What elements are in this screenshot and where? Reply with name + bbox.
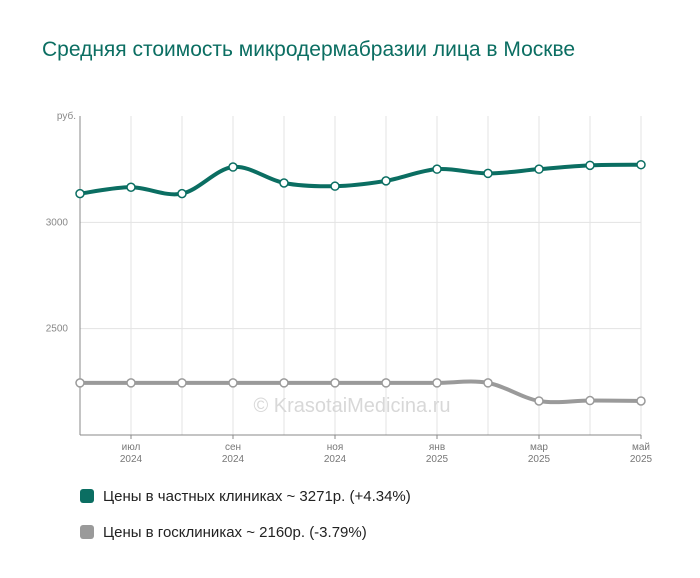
series-point-1	[636, 159, 646, 170]
y-unit-label: руб.	[57, 110, 76, 122]
grid	[79, 116, 642, 435]
x-tick-label: мар	[530, 442, 548, 453]
x-tick-year: 2024	[222, 454, 245, 465]
series-point-2	[228, 378, 238, 388]
series	[75, 159, 646, 406]
x-tick-year: 2025	[426, 454, 449, 465]
series-point-2	[534, 396, 544, 406]
axes: 25003000руб.июл2024сен2024ноя2024янв2025…	[46, 110, 653, 465]
series-point-2	[381, 378, 391, 388]
series-point-2	[279, 378, 289, 388]
y-tick-label: 2500	[46, 324, 69, 335]
x-tick-year: 2025	[528, 454, 551, 465]
series-point-1	[585, 160, 595, 171]
legend-label: Цены в частных клиниках ~ 3271р. (+4.34%…	[103, 487, 411, 505]
series-point-2	[177, 378, 187, 388]
series-point-1	[432, 164, 442, 174]
legend-swatch	[80, 489, 94, 503]
series-point-1	[279, 178, 289, 188]
x-tick-year: 2024	[324, 454, 347, 465]
x-tick-year: 2024	[120, 454, 143, 465]
x-tick-label: май	[632, 442, 650, 453]
series-point-2	[330, 378, 340, 388]
legend: Цены в частных клиниках ~ 3271р. (+4.34%…	[80, 486, 411, 558]
x-tick-label: июл	[122, 442, 141, 453]
series-point-2	[483, 378, 493, 388]
x-tick-year: 2025	[630, 454, 653, 465]
series-point-1	[75, 188, 85, 199]
y-tick-label: 3000	[46, 217, 69, 228]
series-point-1	[177, 188, 187, 199]
watermark: © KrasotaiMedicina.ru	[253, 395, 450, 417]
x-tick-label: ноя	[327, 442, 344, 453]
series-point-2	[75, 378, 85, 388]
legend-swatch	[80, 525, 94, 539]
series-point-1	[228, 162, 238, 172]
series-point-2	[636, 396, 646, 406]
series-point-2	[432, 378, 442, 388]
chart-title: Средняя стоимость микродермабразии лица …	[42, 38, 576, 61]
x-tick-label: янв	[429, 442, 445, 453]
series-point-1	[483, 168, 493, 179]
legend-label: Цены в госклиниках ~ 2160р. (-3.79%)	[103, 523, 367, 541]
series-point-1	[126, 182, 136, 192]
x-tick-label: сен	[225, 442, 241, 453]
series-point-1	[381, 176, 391, 186]
series-point-2	[585, 395, 595, 406]
legend-item-1: Цены в частных клиниках ~ 3271р. (+4.34%…	[80, 486, 411, 506]
series-line-1	[78, 162, 643, 197]
series-point-2	[126, 378, 136, 388]
series-point-1	[534, 164, 544, 174]
legend-item-2: Цены в госклиниках ~ 2160р. (-3.79%)	[80, 522, 411, 542]
series-point-1	[330, 181, 340, 191]
